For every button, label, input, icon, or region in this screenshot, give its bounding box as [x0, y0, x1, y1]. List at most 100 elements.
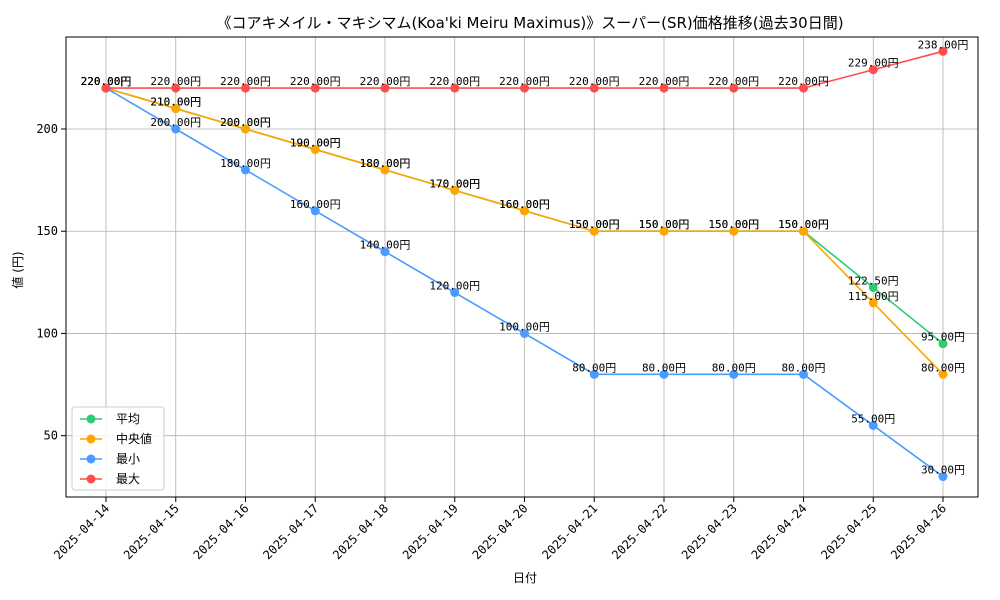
data-point [729, 83, 739, 93]
data-point [171, 124, 181, 134]
data-label: 80.00円 [642, 361, 686, 374]
data-point [659, 83, 669, 93]
legend-box [71, 406, 165, 491]
data-label: 220.00円 [81, 75, 132, 88]
data-label: 220.00円 [639, 75, 690, 88]
data-label: 140.00円 [360, 239, 411, 252]
data-label: 200.00円 [220, 116, 271, 129]
data-point [241, 83, 250, 93]
data-point [868, 282, 878, 292]
data-point [310, 144, 320, 154]
data-label: 210.00円 [150, 96, 201, 109]
data-label: 120.00円 [429, 280, 480, 293]
data-point [868, 65, 878, 75]
x-tick-label: 2025-04-18 [330, 501, 391, 562]
data-label: 190.00円 [290, 136, 341, 149]
data-label: 220.00円 [290, 75, 341, 88]
legend-marker [86, 414, 96, 424]
data-label: 220.00円 [81, 75, 132, 88]
data-label: 220.00円 [220, 75, 271, 88]
legend-marker [86, 454, 96, 464]
data-point [799, 369, 808, 379]
data-label: 220.00円 [499, 75, 550, 88]
data-label: 150.00円 [639, 218, 690, 231]
x-axis-label: 日付 [513, 571, 537, 585]
x-tick-label: 2025-04-14 [51, 501, 112, 562]
x-tick-label: 2025-04-17 [260, 501, 321, 562]
data-point [868, 420, 878, 430]
data-point [380, 165, 390, 175]
data-point [938, 472, 948, 482]
data-point [101, 83, 111, 93]
data-point [520, 206, 529, 216]
grid-layer [66, 37, 978, 497]
data-label: 150.00円 [569, 218, 620, 231]
data-label: 210.00円 [150, 96, 201, 109]
data-label: 170.00円 [429, 177, 480, 190]
chart-title: 《コアキメイル・マキシマム(Koa'ki Meiru Maximus)》スーパー… [216, 14, 843, 32]
data-label: 150.00円 [708, 218, 759, 231]
data-point [589, 226, 599, 236]
data-point [520, 328, 529, 338]
data-label: 180.00円 [220, 157, 271, 170]
x-tick-label: 2025-04-25 [818, 501, 879, 562]
data-label: 180.00円 [360, 157, 411, 170]
data-label: 238.00円 [918, 38, 969, 51]
data-label: 80.00円 [781, 361, 825, 374]
data-label: 100.00円 [499, 320, 550, 333]
x-tick-label: 2025-04-16 [191, 501, 252, 562]
x-tick-label: 2025-04-26 [888, 501, 949, 562]
data-point [729, 369, 739, 379]
data-point [310, 83, 320, 93]
legend-label: 平均 [116, 412, 140, 426]
data-point [450, 288, 460, 298]
data-point [938, 339, 948, 349]
data-label: 160.00円 [499, 198, 550, 211]
data-label: 200.00円 [150, 116, 201, 129]
data-point [171, 83, 181, 93]
data-label: 200.00円 [220, 116, 271, 129]
legend-label: 中央値 [116, 431, 152, 446]
data-point [938, 369, 948, 379]
x-tick-label: 2025-04-23 [679, 501, 740, 562]
data-label: 180.00円 [360, 157, 411, 170]
data-label: 115.00円 [848, 290, 899, 303]
legend-label: 最小 [116, 452, 140, 466]
legend-marker [86, 474, 96, 484]
x-tick-label: 2025-04-22 [609, 501, 670, 562]
data-label: 170.00円 [429, 177, 480, 190]
data-label: 220.00円 [81, 75, 132, 88]
data-point [450, 83, 460, 93]
data-label: 220.00円 [569, 75, 620, 88]
data-point [799, 83, 808, 93]
data-label: 160.00円 [290, 198, 341, 211]
y-tick-label: 50 [44, 429, 58, 443]
y-tick-label: 150 [36, 224, 58, 238]
data-point [729, 226, 739, 236]
data-point [380, 247, 390, 257]
data-point [659, 369, 669, 379]
data-label: 220.00円 [360, 75, 411, 88]
legend-marker [86, 434, 96, 444]
data-point [659, 226, 669, 236]
data-point [868, 298, 878, 308]
data-label: 122.50円 [848, 274, 899, 287]
y-tick-label: 100 [36, 326, 58, 340]
data-label: 95.00円 [921, 331, 965, 344]
series-layer [101, 46, 948, 482]
data-label: 150.00円 [778, 218, 829, 231]
x-tick-label: 2025-04-21 [539, 501, 600, 562]
data-label: 80.00円 [921, 361, 965, 374]
data-point [450, 185, 460, 195]
x-tick-label: 2025-04-24 [749, 501, 810, 562]
x-tick-label: 2025-04-15 [121, 501, 182, 562]
y-tick-label: 200 [36, 122, 58, 136]
data-label: 80.00円 [712, 361, 756, 374]
data-label: 150.00円 [639, 218, 690, 231]
x-tick-label: 2025-04-19 [400, 501, 461, 562]
data-label: 220.00円 [708, 75, 759, 88]
data-label: 150.00円 [778, 218, 829, 231]
data-label: 220.00円 [429, 75, 480, 88]
